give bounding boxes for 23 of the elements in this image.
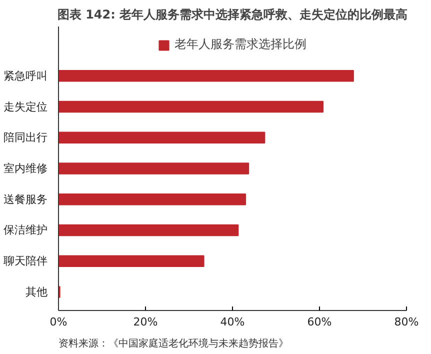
x-tick-label: 0% bbox=[50, 316, 68, 328]
legend-label: 老年人服务需求选择比例 bbox=[174, 36, 306, 53]
bar bbox=[58, 255, 204, 268]
bar bbox=[58, 100, 324, 113]
y-tick-label: 室内维修 bbox=[4, 162, 48, 175]
bar bbox=[58, 224, 239, 236]
bar bbox=[58, 132, 266, 144]
x-tick-label: 40% bbox=[220, 316, 245, 328]
y-tick-label: 聊天陪伴 bbox=[4, 254, 48, 268]
y-tick-label: 紧急呼叫 bbox=[4, 69, 48, 82]
x-tick-label: 20% bbox=[133, 316, 158, 328]
y-tick-label: 走失定位 bbox=[4, 100, 48, 114]
y-tick-label: 保洁维护 bbox=[4, 224, 48, 237]
y-tick-label: 送餐服务 bbox=[4, 192, 48, 206]
bar bbox=[58, 193, 246, 206]
x-tick-label: 80% bbox=[394, 316, 419, 328]
chart-title: 图表 142: 老年人服务需求中选择紧急呼救、走失定位的比例最高 bbox=[57, 8, 408, 22]
bar bbox=[58, 162, 250, 174]
y-tick-label: 陪同出行 bbox=[4, 131, 48, 144]
bar bbox=[58, 70, 354, 82]
y-tick-label: 其他 bbox=[26, 285, 48, 298]
x-tick-label: 60% bbox=[307, 316, 332, 328]
text: 资料来源：《中国家庭适老化环境与未来趋势报告》 bbox=[58, 338, 288, 350]
